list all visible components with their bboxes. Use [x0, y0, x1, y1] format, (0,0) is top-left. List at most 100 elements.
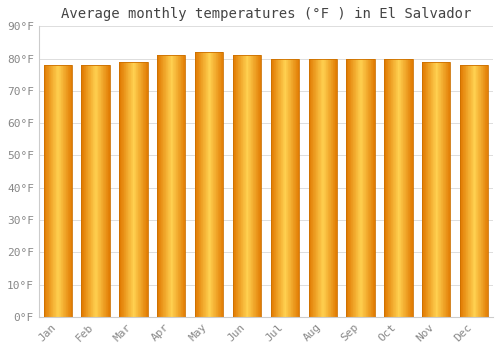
Bar	[309, 58, 310, 317]
Bar	[484, 65, 485, 317]
Bar	[197, 52, 198, 317]
Bar	[83, 65, 84, 317]
Bar	[125, 62, 126, 317]
Bar	[144, 62, 145, 317]
Bar	[59, 65, 60, 317]
Bar	[195, 52, 196, 317]
Bar	[356, 58, 357, 317]
Bar	[447, 62, 448, 317]
Bar	[260, 55, 261, 317]
Bar	[406, 58, 407, 317]
Bar	[238, 55, 239, 317]
Bar	[55, 65, 56, 317]
Bar	[119, 62, 148, 317]
Bar	[291, 58, 292, 317]
Bar	[250, 55, 252, 317]
Bar	[44, 65, 45, 317]
Bar	[97, 65, 98, 317]
Bar	[479, 65, 480, 317]
Bar	[411, 58, 412, 317]
Bar	[482, 65, 484, 317]
Bar	[463, 65, 464, 317]
Bar	[46, 65, 47, 317]
Bar	[480, 65, 481, 317]
Bar	[319, 58, 320, 317]
Bar	[56, 65, 57, 317]
Bar	[432, 62, 434, 317]
Bar	[147, 62, 148, 317]
Bar	[336, 58, 337, 317]
Bar	[259, 55, 260, 317]
Bar	[372, 58, 374, 317]
Bar	[248, 55, 249, 317]
Bar	[298, 58, 299, 317]
Bar	[367, 58, 368, 317]
Bar	[279, 58, 280, 317]
Bar	[82, 65, 83, 317]
Bar	[346, 58, 375, 317]
Bar	[475, 65, 476, 317]
Bar	[84, 65, 85, 317]
Bar	[347, 58, 348, 317]
Bar	[221, 52, 222, 317]
Bar	[242, 55, 244, 317]
Bar	[45, 65, 46, 317]
Bar	[109, 65, 110, 317]
Bar	[318, 58, 319, 317]
Bar	[346, 58, 347, 317]
Bar	[328, 58, 329, 317]
Bar	[126, 62, 127, 317]
Bar	[249, 55, 250, 317]
Bar	[245, 55, 246, 317]
Bar	[350, 58, 352, 317]
Bar	[53, 65, 54, 317]
Bar	[314, 58, 315, 317]
Bar	[437, 62, 438, 317]
Bar	[389, 58, 390, 317]
Bar	[407, 58, 408, 317]
Bar	[100, 65, 102, 317]
Bar	[177, 55, 178, 317]
Bar	[237, 55, 238, 317]
Bar	[276, 58, 277, 317]
Bar	[95, 65, 96, 317]
Bar	[202, 52, 203, 317]
Bar	[331, 58, 332, 317]
Bar	[182, 55, 184, 317]
Bar	[99, 65, 100, 317]
Bar	[157, 55, 158, 317]
Bar	[87, 65, 88, 317]
Bar	[322, 58, 324, 317]
Bar	[472, 65, 474, 317]
Bar	[233, 55, 234, 317]
Bar	[209, 52, 210, 317]
Bar	[94, 65, 95, 317]
Bar	[430, 62, 432, 317]
Bar	[384, 58, 412, 317]
Bar	[222, 52, 224, 317]
Bar	[467, 65, 468, 317]
Bar	[423, 62, 424, 317]
Bar	[90, 65, 92, 317]
Bar	[487, 65, 488, 317]
Bar	[141, 62, 142, 317]
Bar	[170, 55, 172, 317]
Bar	[137, 62, 138, 317]
Bar	[257, 55, 258, 317]
Bar	[390, 58, 392, 317]
Bar	[402, 58, 404, 317]
Bar	[69, 65, 70, 317]
Bar	[198, 52, 199, 317]
Bar	[246, 55, 247, 317]
Bar	[233, 55, 261, 317]
Bar	[212, 52, 214, 317]
Bar	[185, 55, 186, 317]
Bar	[70, 65, 71, 317]
Bar	[308, 58, 309, 317]
Bar	[120, 62, 122, 317]
Bar	[308, 58, 337, 317]
Bar	[425, 62, 426, 317]
Bar	[277, 58, 278, 317]
Bar	[474, 65, 475, 317]
Bar	[348, 58, 349, 317]
